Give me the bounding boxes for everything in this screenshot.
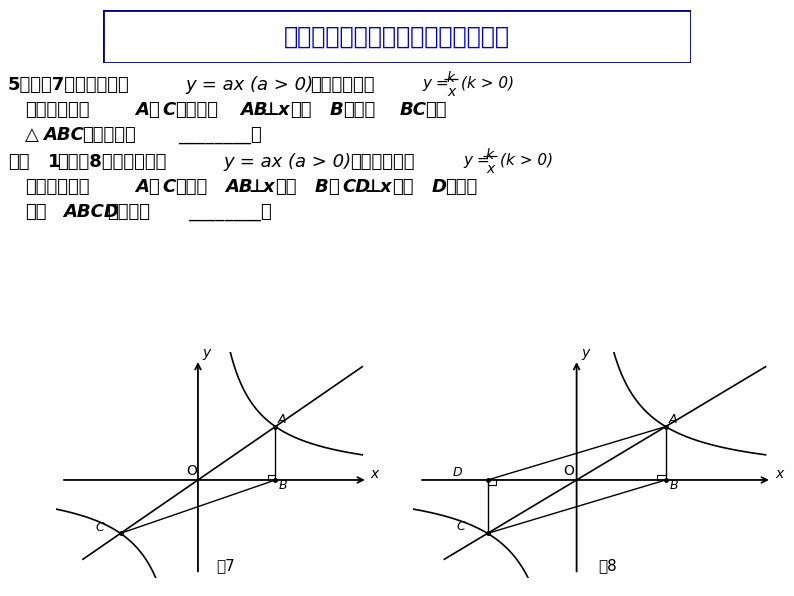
Text: 不经一番寒彻骨，哪有梅花扑鼻香！: 不经一番寒彻骨，哪有梅花扑鼻香！ xyxy=(284,24,510,48)
Text: ．如图8，正比例函数: ．如图8，正比例函数 xyxy=(57,153,167,170)
Text: = ax (a > 0): = ax (a > 0) xyxy=(196,76,313,94)
Text: 的面积等于: 的面积等于 xyxy=(82,126,136,144)
Text: 与反比例函数: 与反比例函数 xyxy=(350,153,414,170)
Text: = ax (a > 0): = ax (a > 0) xyxy=(234,153,351,170)
Text: C: C xyxy=(456,520,464,533)
Text: 的图象相交于: 的图象相交于 xyxy=(25,178,90,195)
Text: ABC: ABC xyxy=(43,126,84,144)
Text: 5．如图7，正比例函数: 5．如图7，正比例函数 xyxy=(8,76,129,94)
Text: y: y xyxy=(202,346,210,361)
Text: AB: AB xyxy=(225,178,252,195)
Text: C: C xyxy=(162,178,175,195)
Text: O: O xyxy=(563,464,573,479)
Text: A: A xyxy=(278,413,287,426)
Text: BC: BC xyxy=(400,101,427,119)
Text: 轴于: 轴于 xyxy=(392,178,414,195)
Text: 的图象相交于: 的图象相交于 xyxy=(25,101,90,119)
Text: △: △ xyxy=(25,126,39,144)
Text: x: x xyxy=(380,178,391,195)
Text: y: y xyxy=(582,346,590,361)
Text: x: x xyxy=(486,162,494,176)
Text: ABCD: ABCD xyxy=(63,203,119,221)
Text: 两点，作: 两点，作 xyxy=(175,101,218,119)
Text: ，: ， xyxy=(328,178,339,195)
Text: x: x xyxy=(278,101,290,119)
Text: D: D xyxy=(432,178,447,195)
Text: ⊥: ⊥ xyxy=(263,101,279,119)
Text: 。: 。 xyxy=(260,203,271,221)
Text: x: x xyxy=(447,85,455,98)
Text: x: x xyxy=(263,178,275,195)
Text: 、: 、 xyxy=(148,178,159,195)
Text: A: A xyxy=(135,101,149,119)
Text: (k > 0): (k > 0) xyxy=(461,76,515,91)
Text: D: D xyxy=(453,466,463,479)
Text: ⊥: ⊥ xyxy=(248,178,264,195)
Text: ________: ________ xyxy=(178,126,251,144)
Text: 变式: 变式 xyxy=(8,153,29,170)
Text: CD: CD xyxy=(342,178,370,195)
Text: ，: ， xyxy=(148,101,159,119)
Text: ，则: ，则 xyxy=(425,101,446,119)
Text: ________: ________ xyxy=(188,203,261,221)
Text: 的面积为: 的面积为 xyxy=(107,203,150,221)
Text: 图7: 图7 xyxy=(216,558,235,573)
Text: y =: y = xyxy=(422,76,449,91)
Text: x: x xyxy=(775,467,783,481)
Text: (k > 0): (k > 0) xyxy=(500,153,553,167)
Text: 边形: 边形 xyxy=(25,203,47,221)
Text: 1: 1 xyxy=(48,153,60,170)
Text: 与反比例函数: 与反比例函数 xyxy=(310,76,375,94)
Text: C: C xyxy=(162,101,175,119)
Text: O: O xyxy=(186,464,197,479)
Text: k: k xyxy=(486,148,494,162)
Text: B: B xyxy=(330,101,344,119)
Text: B: B xyxy=(279,479,287,492)
Text: 图8: 图8 xyxy=(599,558,618,573)
Text: x: x xyxy=(371,467,379,481)
Text: ，则四: ，则四 xyxy=(445,178,477,195)
Text: 轴于: 轴于 xyxy=(275,178,296,195)
Text: y: y xyxy=(223,153,233,170)
Text: y =: y = xyxy=(463,153,490,167)
Text: B: B xyxy=(669,479,678,492)
Text: k: k xyxy=(447,70,455,85)
Text: AB: AB xyxy=(240,101,268,119)
Text: 轴于: 轴于 xyxy=(290,101,311,119)
Text: 两点，: 两点， xyxy=(175,178,207,195)
Text: B: B xyxy=(315,178,329,195)
Text: A: A xyxy=(135,178,149,195)
Text: y: y xyxy=(185,76,195,94)
Text: A: A xyxy=(669,413,677,426)
FancyBboxPatch shape xyxy=(103,10,691,63)
Text: C: C xyxy=(96,522,105,535)
Text: 。: 。 xyxy=(250,126,260,144)
Text: ⊥: ⊥ xyxy=(365,178,381,195)
Text: ，连接: ，连接 xyxy=(343,101,376,119)
